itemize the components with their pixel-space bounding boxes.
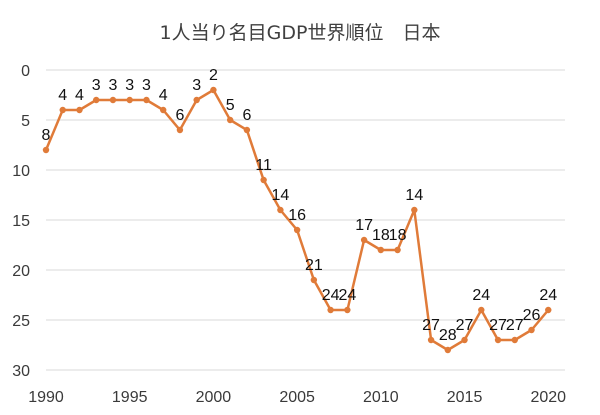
y-tick-label: 25 bbox=[12, 313, 30, 330]
data-point bbox=[159, 106, 167, 114]
x-tick-label: 2005 bbox=[279, 389, 315, 406]
data-label: 28 bbox=[439, 327, 457, 344]
data-label: 27 bbox=[489, 317, 507, 334]
x-tick-label: 2020 bbox=[530, 389, 566, 406]
y-tick-label: 0 bbox=[21, 63, 30, 80]
data-point bbox=[193, 96, 200, 104]
data-point bbox=[494, 336, 502, 344]
data-label: 24 bbox=[472, 287, 490, 304]
data-point bbox=[528, 326, 535, 334]
data-point bbox=[394, 246, 401, 254]
data-label: 6 bbox=[175, 107, 184, 124]
data-point bbox=[59, 106, 66, 114]
data-label: 8 bbox=[42, 127, 51, 144]
data-point bbox=[176, 126, 184, 134]
x-tick-label: 1995 bbox=[112, 389, 148, 406]
data-point bbox=[478, 306, 485, 314]
data-point bbox=[545, 306, 552, 314]
data-point bbox=[444, 346, 452, 354]
data-point bbox=[243, 126, 251, 134]
data-point bbox=[360, 236, 368, 244]
data-point bbox=[260, 176, 267, 184]
data-point bbox=[109, 96, 117, 104]
data-point bbox=[427, 336, 435, 344]
gridlines bbox=[46, 69, 565, 371]
data-label: 4 bbox=[58, 87, 67, 104]
data-label: 5 bbox=[226, 97, 235, 114]
data-point bbox=[76, 106, 83, 114]
data-point bbox=[511, 336, 518, 344]
data-label: 3 bbox=[192, 77, 201, 94]
y-axis-ticks: 0 5 10 15 20 25 30 bbox=[12, 63, 30, 380]
data-label: 4 bbox=[75, 87, 84, 104]
y-tick-label: 5 bbox=[21, 113, 30, 130]
data-label: 6 bbox=[242, 107, 251, 124]
data-label: 24 bbox=[338, 287, 356, 304]
series-rank bbox=[42, 86, 552, 354]
data-point bbox=[293, 226, 301, 234]
data-point bbox=[226, 116, 234, 124]
data-label: 14 bbox=[405, 187, 423, 204]
data-point bbox=[411, 206, 418, 214]
data-point bbox=[42, 146, 50, 154]
data-label: 3 bbox=[142, 77, 151, 94]
data-label: 4 bbox=[159, 87, 168, 104]
data-label: 21 bbox=[305, 257, 323, 274]
x-axis-ticks: 1990 1995 2000 2005 2010 2015 2020 bbox=[28, 389, 566, 406]
data-label: 24 bbox=[539, 287, 557, 304]
data-label: 27 bbox=[422, 317, 440, 334]
data-label: 17 bbox=[355, 217, 373, 234]
data-labels: 84 43 3 3 3463256111416212424171818142728272… bbox=[42, 67, 558, 344]
data-label: 3 bbox=[125, 77, 134, 94]
data-label: 16 bbox=[288, 207, 306, 224]
data-point bbox=[461, 336, 468, 344]
data-label: 27 bbox=[456, 317, 474, 334]
data-point bbox=[310, 276, 318, 284]
data-label: 3 bbox=[92, 77, 101, 94]
y-tick-label: 15 bbox=[12, 213, 30, 230]
chart-title: 1人当り名目GDP世界順位 日本 bbox=[159, 22, 441, 44]
x-tick-label: 1990 bbox=[28, 389, 64, 406]
data-point bbox=[327, 306, 334, 314]
data-point bbox=[210, 86, 217, 94]
data-label: 2 bbox=[209, 67, 218, 84]
data-point bbox=[344, 306, 351, 314]
data-label: 24 bbox=[322, 287, 340, 304]
x-tick-label: 2015 bbox=[447, 389, 483, 406]
x-tick-label: 2000 bbox=[196, 389, 232, 406]
data-label: 26 bbox=[523, 307, 541, 324]
y-tick-label: 10 bbox=[12, 163, 30, 180]
y-tick-label: 30 bbox=[12, 363, 30, 380]
data-label: 11 bbox=[255, 157, 272, 174]
x-tick-label: 2010 bbox=[363, 389, 399, 406]
data-point bbox=[377, 246, 385, 254]
data-label: 27 bbox=[506, 317, 524, 334]
data-label: 14 bbox=[271, 187, 289, 204]
y-tick-label: 20 bbox=[12, 263, 30, 280]
data-label: 18 bbox=[389, 227, 407, 244]
data-point bbox=[143, 96, 150, 104]
data-point bbox=[277, 206, 284, 214]
data-point bbox=[93, 96, 100, 104]
data-point bbox=[126, 96, 133, 104]
data-label: 18 bbox=[372, 227, 390, 244]
data-label: 3 bbox=[109, 77, 118, 94]
